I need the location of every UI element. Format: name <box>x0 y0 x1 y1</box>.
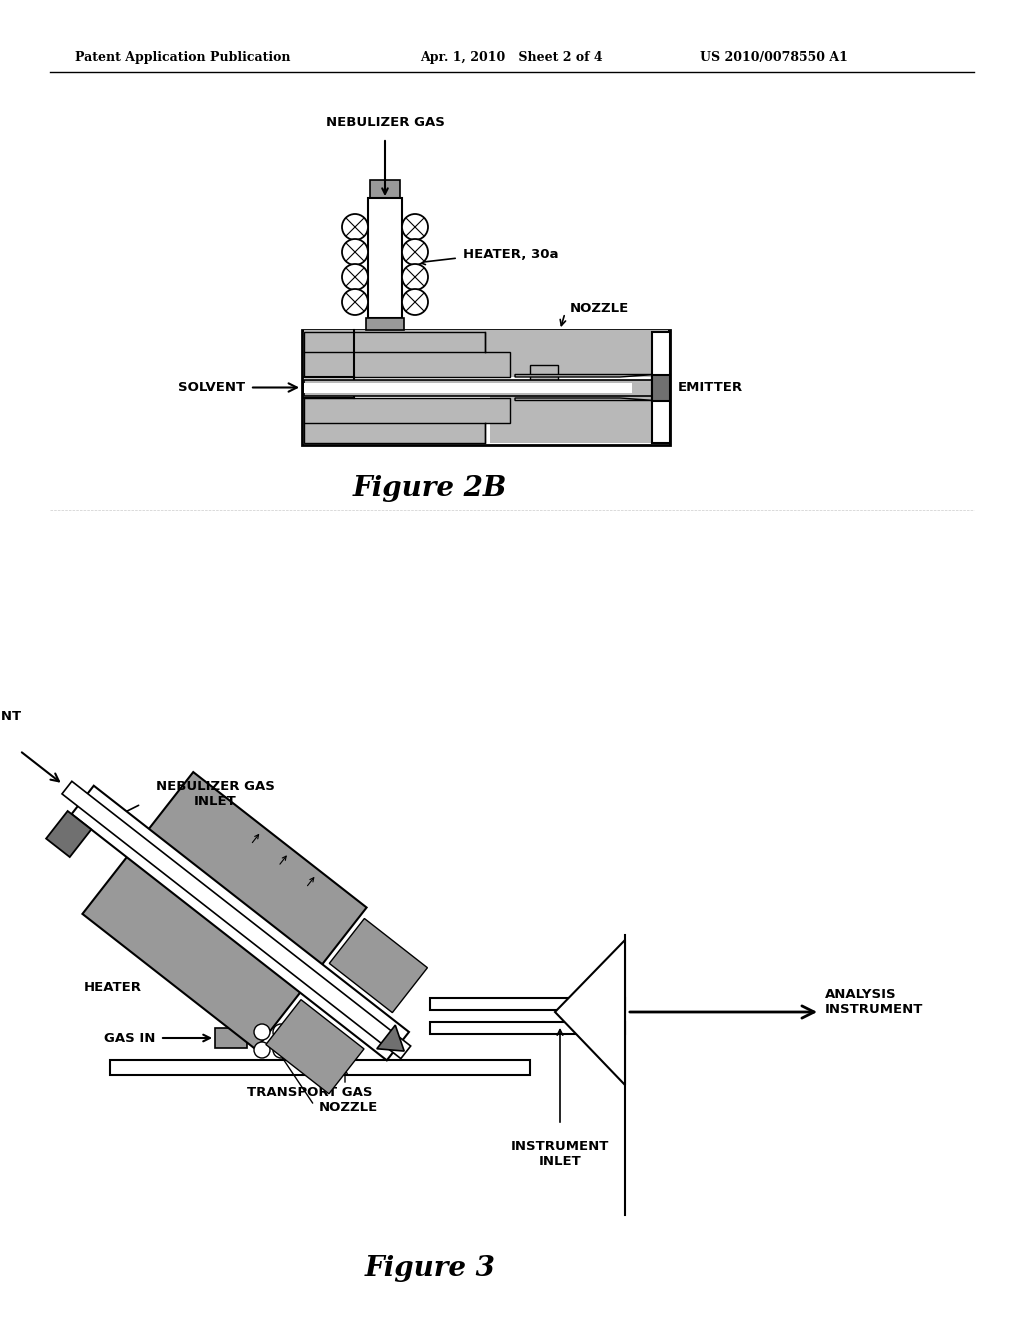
Polygon shape <box>555 940 625 1085</box>
Text: Figure 3: Figure 3 <box>365 1254 496 1282</box>
Text: TRANSPORT GAS: TRANSPORT GAS <box>247 1086 373 1100</box>
Bar <box>430 998 625 1010</box>
Text: EMITTER: EMITTER <box>678 381 743 393</box>
Bar <box>490 330 655 378</box>
Ellipse shape <box>402 289 428 315</box>
Ellipse shape <box>292 1041 308 1059</box>
Text: Figure 2B: Figure 2B <box>353 474 507 502</box>
Ellipse shape <box>342 239 368 265</box>
Polygon shape <box>266 999 364 1094</box>
Text: Patent Application Publication: Patent Application Publication <box>75 51 291 65</box>
Text: SOLVENT: SOLVENT <box>0 710 22 723</box>
Ellipse shape <box>311 1024 327 1040</box>
Ellipse shape <box>402 264 428 290</box>
Ellipse shape <box>402 214 428 240</box>
Polygon shape <box>515 399 655 400</box>
Polygon shape <box>377 1026 404 1051</box>
Bar <box>366 318 404 330</box>
Text: Apr. 1, 2010   Sheet 2 of 4: Apr. 1, 2010 Sheet 2 of 4 <box>420 51 603 65</box>
Bar <box>302 330 670 445</box>
Text: ANALYSIS
INSTRUMENT: ANALYSIS INSTRUMENT <box>825 987 924 1016</box>
Polygon shape <box>46 810 91 857</box>
Polygon shape <box>304 399 510 444</box>
Ellipse shape <box>254 1041 270 1059</box>
Ellipse shape <box>292 1024 308 1040</box>
Polygon shape <box>72 785 409 1060</box>
Ellipse shape <box>311 1041 327 1059</box>
Ellipse shape <box>273 1041 289 1059</box>
Bar <box>368 198 402 318</box>
Text: HEATER: HEATER <box>84 981 142 994</box>
Text: NOZZLE: NOZZLE <box>570 301 630 314</box>
Bar <box>490 396 655 444</box>
Polygon shape <box>515 375 655 378</box>
Ellipse shape <box>273 1024 289 1040</box>
Polygon shape <box>82 772 367 1049</box>
Bar <box>652 333 670 444</box>
Polygon shape <box>304 333 510 378</box>
Polygon shape <box>330 919 427 1012</box>
Ellipse shape <box>342 214 368 240</box>
Bar <box>304 330 668 375</box>
Bar <box>304 380 652 396</box>
Text: NEBULIZER GAS: NEBULIZER GAS <box>326 116 444 129</box>
Bar <box>530 366 558 385</box>
Text: US 2010/0078550 A1: US 2010/0078550 A1 <box>700 51 848 65</box>
Text: GAS IN: GAS IN <box>103 1031 155 1044</box>
Bar <box>430 1022 625 1034</box>
Bar <box>652 375 670 400</box>
Ellipse shape <box>402 239 428 265</box>
Bar <box>215 1028 247 1048</box>
Text: HEATER, 30a: HEATER, 30a <box>463 248 558 261</box>
Text: NOZZLE: NOZZLE <box>319 1101 379 1114</box>
Text: SOLVENT: SOLVENT <box>178 381 245 393</box>
Text: NEBULIZER GAS
INLET: NEBULIZER GAS INLET <box>156 780 275 808</box>
Ellipse shape <box>254 1024 270 1040</box>
Ellipse shape <box>342 289 368 315</box>
Ellipse shape <box>342 264 368 290</box>
Bar <box>370 180 400 198</box>
Bar <box>304 383 632 392</box>
Bar <box>110 1060 530 1074</box>
Text: INSTRUMENT
INLET: INSTRUMENT INLET <box>511 1140 609 1168</box>
Polygon shape <box>62 781 411 1059</box>
